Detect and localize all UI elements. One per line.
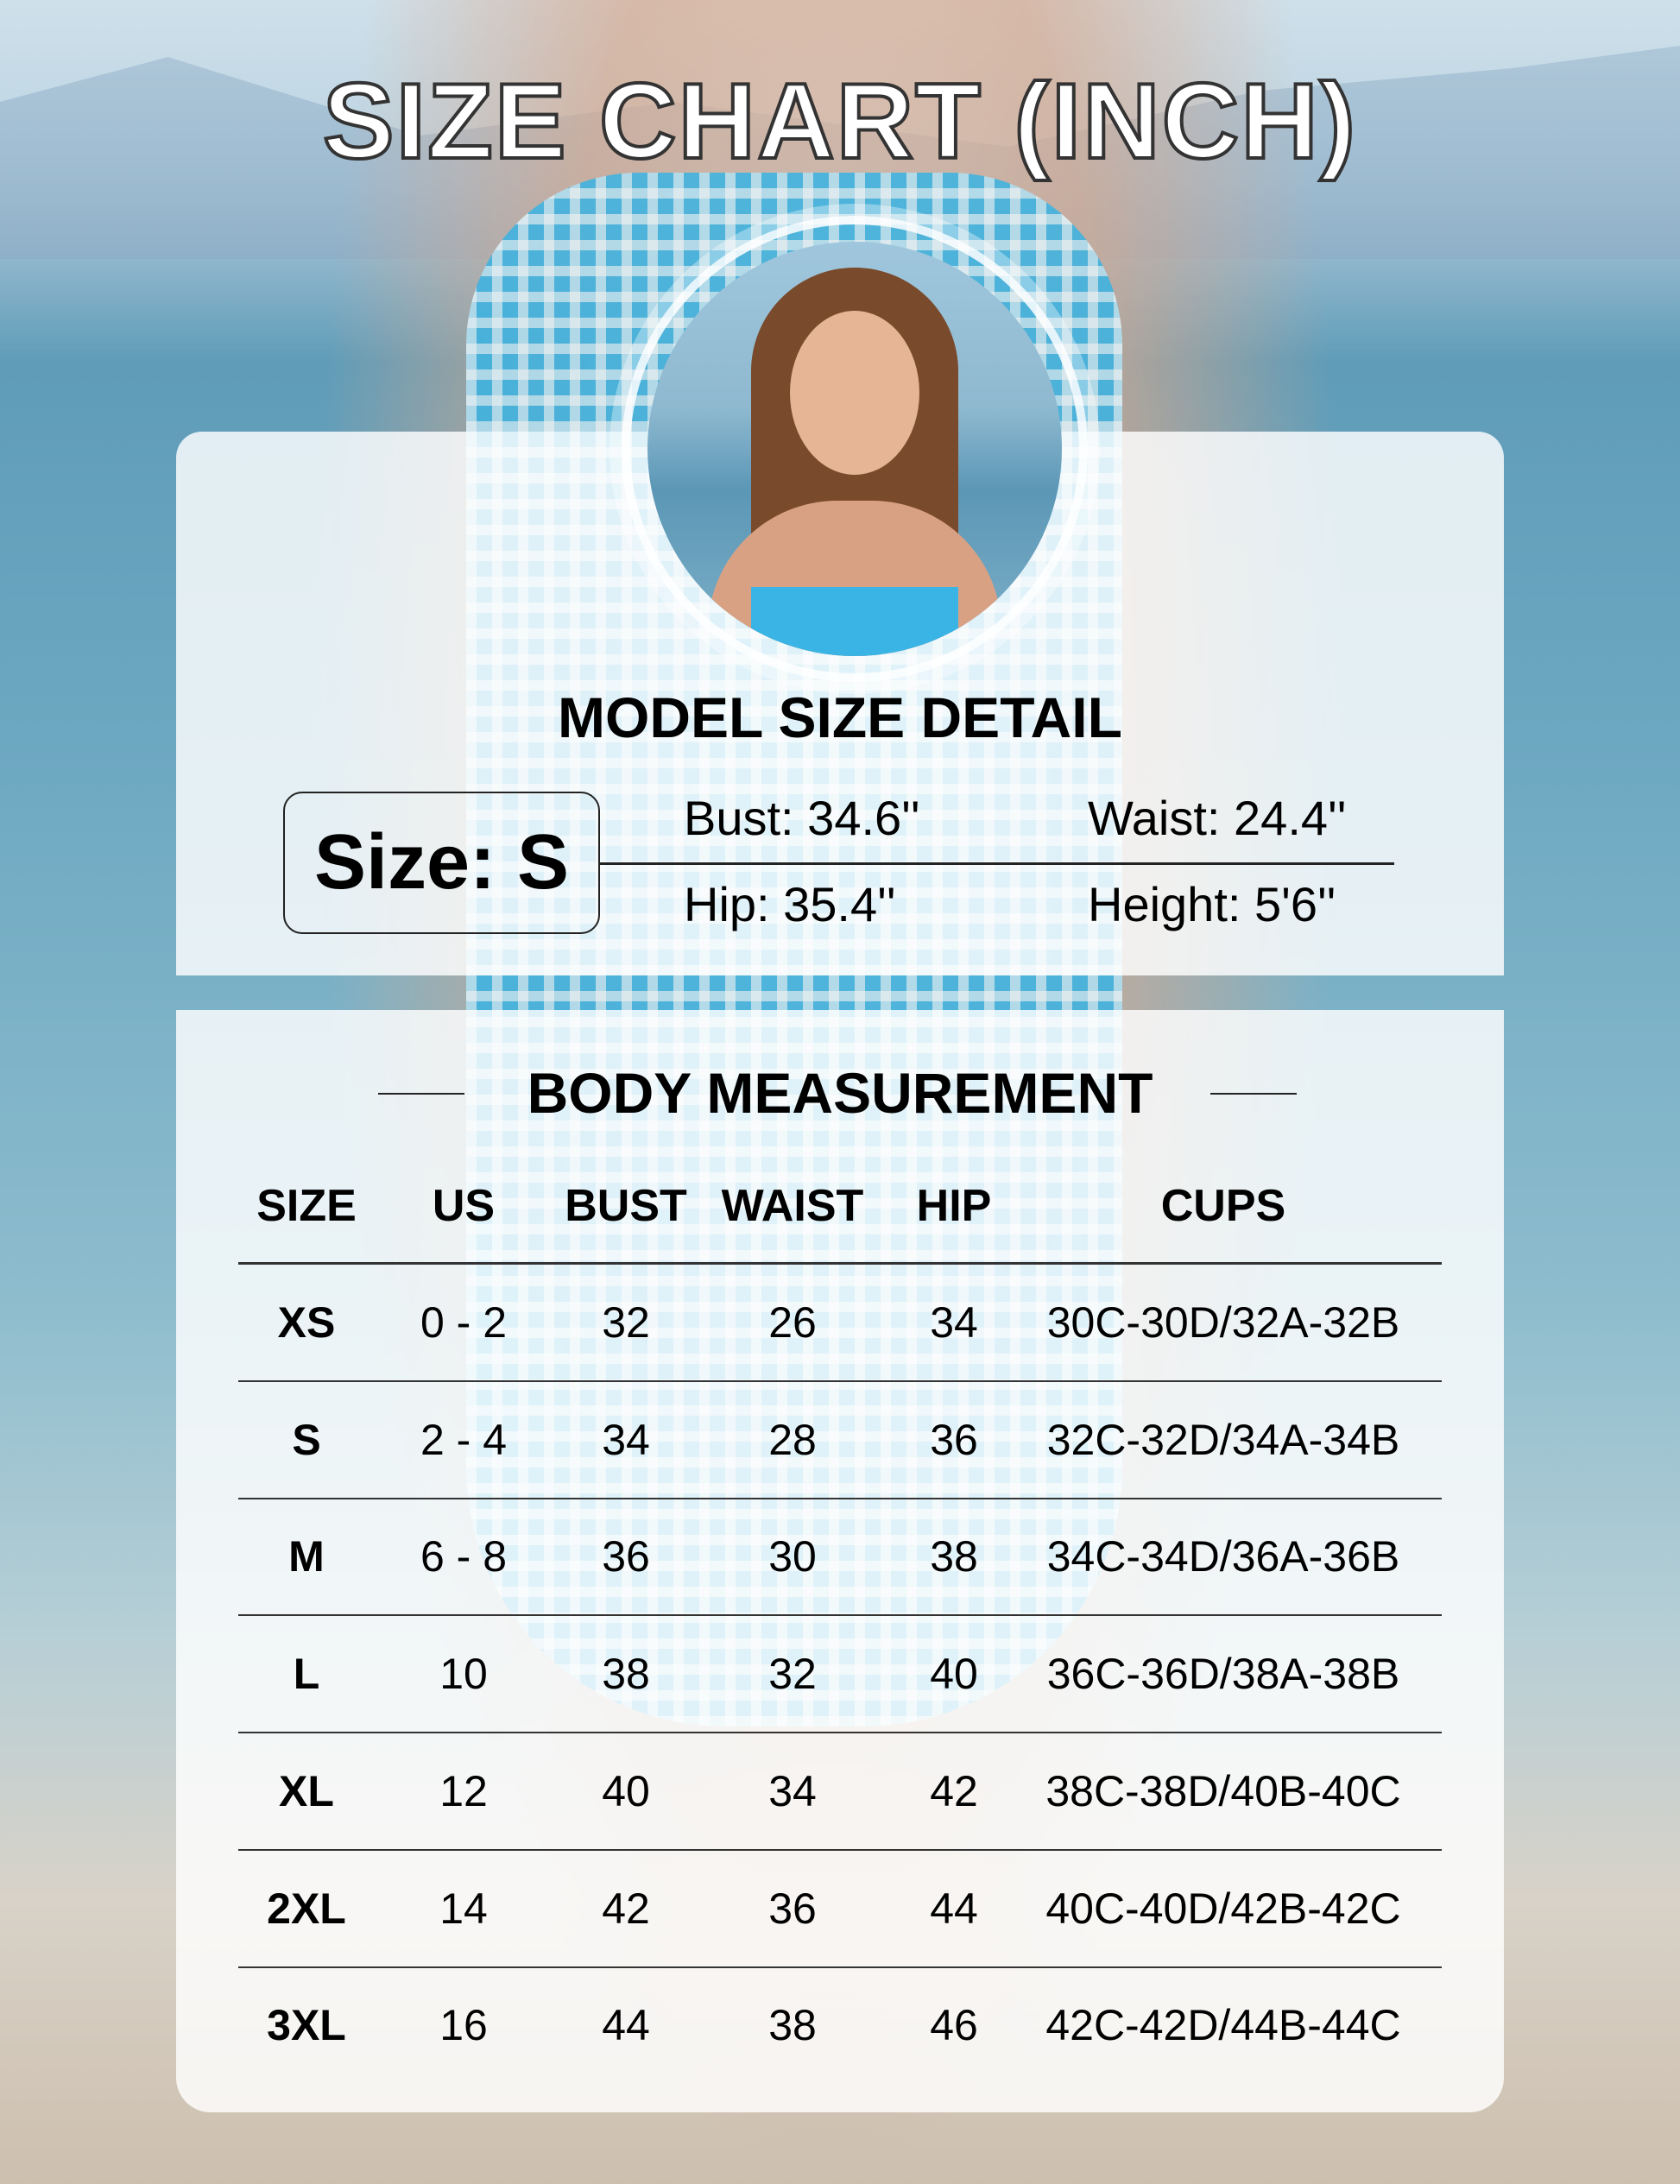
model-waist: Waist: 24.4'' <box>1088 791 1347 845</box>
divider <box>600 862 1394 865</box>
cell-bust: 34 <box>602 1415 650 1464</box>
cell-size: 2XL <box>267 1884 346 1933</box>
cell-cups: 36C-36D/38A-38B <box>1046 1650 1400 1699</box>
cell-us: 0 - 2 <box>420 1298 508 1347</box>
row-divider <box>238 1614 1442 1617</box>
model-height: Height: 5'6'' <box>1088 877 1336 931</box>
column-header-size: SIZE <box>256 1181 357 1231</box>
row-divider <box>238 1848 1442 1851</box>
cell-waist: 32 <box>768 1650 817 1699</box>
cell-hip: 44 <box>930 1884 978 1933</box>
model-bust: Bust: 34.6'' <box>684 791 920 845</box>
cell-waist: 26 <box>768 1298 817 1347</box>
cell-us: 2 - 4 <box>420 1415 508 1464</box>
cell-waist: 30 <box>768 1532 817 1581</box>
cell-hip: 42 <box>930 1766 978 1815</box>
model-hip: Hip: 35.4'' <box>684 877 896 931</box>
cell-cups: 34C-34D/36A-36B <box>1046 1532 1400 1581</box>
heading-rule-right <box>1210 1093 1297 1095</box>
column-header-us: US <box>432 1181 496 1231</box>
cell-bust: 40 <box>602 1766 650 1815</box>
header-divider <box>238 1262 1442 1265</box>
cell-hip: 46 <box>930 2001 978 2050</box>
cell-us: 14 <box>439 1884 488 1933</box>
column-header-hip: HIP <box>916 1181 992 1231</box>
cell-waist: 36 <box>768 1884 817 1933</box>
cell-size: XL <box>279 1766 334 1815</box>
column-header-cups: CUPS <box>1160 1181 1286 1231</box>
row-divider <box>238 1497 1442 1499</box>
cell-size: M <box>288 1532 325 1581</box>
cell-hip: 38 <box>930 1532 978 1581</box>
cell-hip: 36 <box>930 1415 978 1464</box>
cell-hip: 34 <box>930 1298 978 1347</box>
cell-us: 6 - 8 <box>420 1532 508 1581</box>
cell-us: 16 <box>439 2001 488 2050</box>
cell-cups: 30C-30D/32A-32B <box>1046 1298 1400 1347</box>
cell-size: XS <box>277 1298 336 1347</box>
column-header-waist: WAIST <box>721 1181 864 1231</box>
cell-bust: 36 <box>602 1532 650 1581</box>
cell-us: 10 <box>439 1650 488 1699</box>
cell-bust: 42 <box>602 1884 650 1933</box>
cell-us: 12 <box>439 1766 488 1815</box>
body-measurement-heading: BODY MEASUREMENT <box>527 1061 1153 1125</box>
row-divider <box>238 1966 1442 1968</box>
model-photo <box>647 242 1062 656</box>
cell-bust: 38 <box>602 1650 650 1699</box>
row-divider <box>238 1732 1442 1734</box>
body-measurement-panel <box>176 1010 1504 2112</box>
cell-cups: 32C-32D/34A-34B <box>1046 1415 1400 1464</box>
cell-bust: 44 <box>602 2001 650 2050</box>
cell-size: L <box>293 1650 320 1699</box>
row-divider <box>238 1380 1442 1382</box>
cell-size: S <box>292 1415 321 1464</box>
cell-cups: 38C-38D/40B-40C <box>1045 1766 1401 1815</box>
cell-waist: 28 <box>768 1415 817 1464</box>
photo-ring <box>622 216 1088 682</box>
page-title: SIZE CHART (INCH) <box>321 60 1358 183</box>
heading-rule-left <box>378 1093 464 1095</box>
cell-bust: 32 <box>602 1298 650 1347</box>
column-header-bust: BUST <box>565 1181 687 1231</box>
cell-size: 3XL <box>267 2001 346 2050</box>
model-size-badge: Size: S <box>283 792 600 934</box>
model-size-heading: MODEL SIZE DETAIL <box>558 685 1122 749</box>
cell-cups: 40C-40D/42B-42C <box>1045 1884 1401 1933</box>
cell-waist: 38 <box>768 2001 817 2050</box>
cell-waist: 34 <box>768 1766 817 1815</box>
cell-hip: 40 <box>930 1650 978 1699</box>
cell-cups: 42C-42D/44B-44C <box>1045 2001 1401 2050</box>
